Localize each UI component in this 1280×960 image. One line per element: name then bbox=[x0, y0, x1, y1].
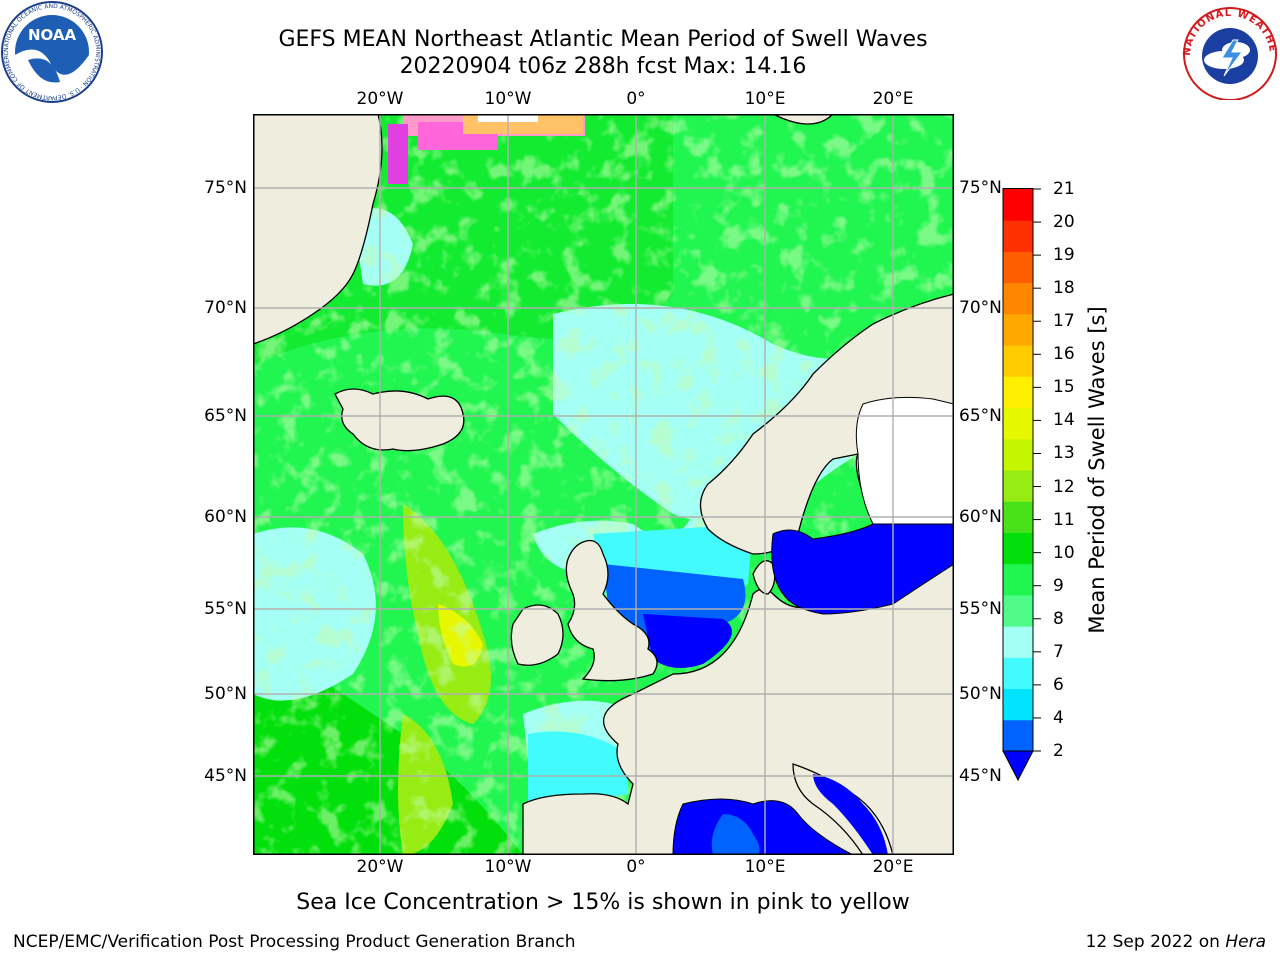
great-britain bbox=[565, 539, 658, 682]
colorbar-tick-label: 9 bbox=[1053, 575, 1064, 596]
colorbar-tick-label: 20 bbox=[1053, 212, 1075, 233]
lat-label-right: 65°N bbox=[959, 406, 1002, 426]
colorbar-title: Mean Period of Swell Waves [s] bbox=[1085, 306, 1109, 634]
colorbar-frame bbox=[1002, 188, 1034, 752]
lon-label-bottom: 20°W bbox=[356, 857, 404, 877]
lon-label-bottom: 10°E bbox=[744, 857, 786, 877]
colorbar-tick-label: 13 bbox=[1053, 443, 1075, 464]
colorbar-segment bbox=[1003, 251, 1033, 284]
lon-label-bottom: 0° bbox=[626, 857, 646, 877]
footer-date: 12 Sep 2022 on Hera bbox=[1086, 932, 1266, 952]
colorbar-tick-label: 19 bbox=[1053, 245, 1075, 266]
swell-region-6s bbox=[528, 731, 628, 804]
colorbar-segment bbox=[1003, 626, 1033, 658]
colorbar-segment bbox=[1003, 189, 1033, 221]
sea-ice-caption: Sea Ice Concentration > 15% is shown in … bbox=[296, 890, 910, 915]
colorbar-tick-label: 6 bbox=[1053, 674, 1064, 695]
lat-label-right: 55°N bbox=[959, 599, 1002, 619]
sea-ice bbox=[388, 124, 408, 184]
lat-label-right: 50°N bbox=[959, 684, 1002, 704]
colorbar-segment bbox=[1003, 719, 1033, 752]
noaa-logo-text: NOAA bbox=[28, 26, 77, 44]
colorbar-segment bbox=[1003, 657, 1033, 690]
colorbar-tick-label: 4 bbox=[1053, 707, 1064, 728]
lon-label-bottom: 20°E bbox=[872, 857, 914, 877]
colorbar-segment bbox=[1003, 688, 1033, 721]
colorbar-segment bbox=[1003, 470, 1033, 502]
footer-credit: NCEP/EMC/Verification Post Processing Pr… bbox=[13, 932, 576, 952]
lat-label-left: 70°N bbox=[204, 298, 247, 318]
colorbar-tick-label: 17 bbox=[1053, 311, 1075, 332]
chart-subtitle: 20220904 t06z 288h fcst Max: 14.16 bbox=[399, 54, 807, 79]
map-frame bbox=[253, 114, 954, 855]
colorbar-segment bbox=[1003, 594, 1033, 627]
colorbar-tick-label: 2 bbox=[1053, 741, 1064, 761]
lat-label-left: 55°N bbox=[204, 599, 247, 619]
lat-label-right: 75°N bbox=[959, 178, 1002, 198]
gulf-of-bothnia bbox=[855, 396, 954, 525]
lat-label-left: 60°N bbox=[204, 507, 247, 527]
lat-label-right: 45°N bbox=[959, 766, 1002, 786]
lon-label-bottom: 10°W bbox=[484, 857, 532, 877]
colorbar-segment bbox=[1003, 282, 1033, 315]
footer-machine: Hera bbox=[1225, 932, 1266, 952]
colorbar-segment bbox=[1003, 563, 1033, 596]
colorbar-tick-label: 7 bbox=[1053, 641, 1064, 662]
iceland bbox=[334, 388, 465, 452]
graticule bbox=[253, 114, 954, 855]
lat-label-right: 70°N bbox=[959, 298, 1002, 318]
colorbar-tick-label: 16 bbox=[1053, 344, 1075, 365]
lat-label-right: 60°N bbox=[959, 507, 1002, 527]
colorbar-tick-label: 18 bbox=[1053, 278, 1075, 299]
lat-label-left: 75°N bbox=[204, 178, 247, 198]
lat-label-left: 50°N bbox=[204, 684, 247, 704]
colorbar-tick-label: 12 bbox=[1053, 476, 1075, 497]
lon-label-top: 10°W bbox=[484, 89, 532, 109]
colorbar-tick-label: 8 bbox=[1053, 608, 1064, 629]
colorbar-tick-label: 21 bbox=[1053, 179, 1075, 199]
tyrrhenian-sea bbox=[711, 814, 760, 855]
map-area bbox=[253, 114, 954, 855]
colorbar-segment bbox=[1003, 532, 1033, 565]
colorbar-tick-label: 11 bbox=[1053, 509, 1075, 530]
colorbar bbox=[1002, 188, 1041, 782]
lon-label-top: 0° bbox=[626, 89, 646, 109]
lon-label-top: 20°W bbox=[356, 89, 404, 109]
denmark bbox=[752, 560, 776, 595]
colorbar-segment bbox=[1003, 345, 1033, 377]
lat-label-left: 65°N bbox=[204, 406, 247, 426]
chart-title: GEFS MEAN Northeast Atlantic Mean Period… bbox=[278, 27, 928, 52]
colorbar-segment bbox=[1003, 376, 1033, 409]
nws-logo: NATIONAL WEATHER SERVICE bbox=[1178, 0, 1277, 100]
colorbar-segment bbox=[1003, 438, 1033, 471]
ireland bbox=[510, 604, 564, 666]
colorbar-segment bbox=[1003, 407, 1033, 440]
greenland bbox=[253, 114, 383, 345]
swell-region-under2s bbox=[643, 614, 732, 668]
lon-label-top: 20°E bbox=[872, 89, 914, 109]
colorbar-tick-label: 15 bbox=[1053, 377, 1075, 398]
colorbar-segment bbox=[1003, 220, 1033, 252]
colorbar-tick-label: 14 bbox=[1053, 410, 1075, 431]
footer-date-text: 12 Sep 2022 on bbox=[1085, 932, 1220, 952]
lat-label-left: 45°N bbox=[204, 766, 247, 786]
colorbar-segment bbox=[1003, 501, 1033, 533]
adriatic-sea bbox=[813, 774, 888, 855]
colorbar-tick-label: 10 bbox=[1053, 542, 1075, 563]
lon-label-top: 10°E bbox=[744, 89, 786, 109]
colorbar-segment bbox=[1003, 313, 1033, 346]
colorbar-under-triangle bbox=[1002, 750, 1034, 782]
noaa-logo: NATIONAL OCEANIC AND ATMOSPHERIC ADMINIS… bbox=[0, 0, 103, 103]
